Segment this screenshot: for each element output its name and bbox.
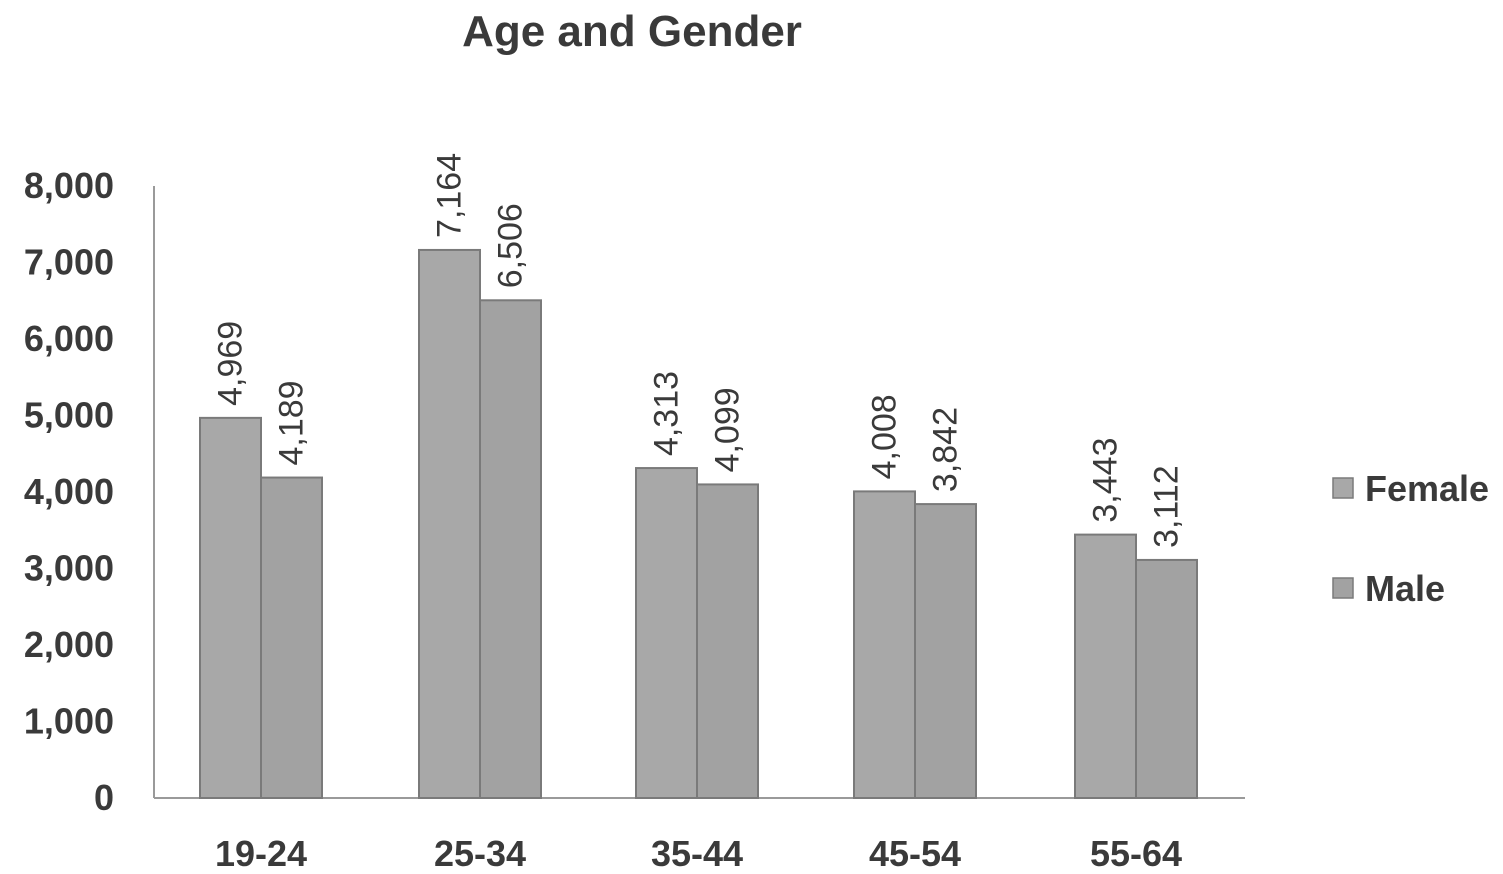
data-label-female-25-34: 7,164	[431, 153, 469, 238]
y-tick-label: 7,000	[24, 242, 114, 283]
x-tick-label: 55-64	[1090, 833, 1182, 874]
bar-male-25-34	[479, 299, 542, 799]
bar-female-55-64	[1074, 533, 1137, 799]
legend-label-male: Male	[1365, 568, 1445, 609]
y-tick-label: 1,000	[24, 701, 114, 742]
legend-swatch-male	[1332, 577, 1354, 599]
bar-female-45-54	[853, 490, 916, 799]
data-label-male-55-64: 3,112	[1148, 465, 1186, 548]
data-label-female-55-64: 3,443	[1087, 438, 1125, 523]
data-label-female-19-24: 4,969	[212, 321, 250, 406]
y-tick-label: 8,000	[24, 165, 114, 206]
y-axis: 0 1,000 2,000 3,000 4,000 5,000 6,000 7,000 8,00…	[24, 165, 155, 818]
y-tick-label: 3,000	[24, 548, 114, 589]
y-tick-label: 0	[94, 777, 114, 818]
bar-male-55-64	[1135, 558, 1198, 799]
x-tick-label: 45-54	[869, 833, 961, 874]
x-tick-label: 35-44	[651, 833, 743, 874]
data-labels: 4,969 7,164 4,313 4,008 3,443 4,189 6,506 4,099…	[212, 153, 1186, 548]
data-label-female-35-44: 4,313	[648, 371, 686, 456]
x-axis: 19-24 25-34 35-44 45-54 55-64	[154, 797, 1245, 874]
bar-female-19-24	[199, 416, 262, 799]
data-label-male-19-24: 4,189	[273, 380, 311, 465]
y-tick-label: 2,000	[24, 624, 114, 665]
bar-female-35-44	[635, 467, 698, 799]
chart-title: Age and Gender	[462, 7, 802, 56]
data-label-male-45-54: 3,842	[927, 407, 965, 492]
y-tick-label: 5,000	[24, 395, 114, 436]
bar-male-19-24	[260, 476, 323, 799]
y-tick-label: 6,000	[24, 318, 114, 359]
legend: Female Male	[1332, 468, 1489, 609]
bar-female-25-34	[418, 248, 481, 800]
bar-male-45-54	[914, 503, 977, 799]
bar-male-35-44	[696, 483, 759, 799]
x-tick-label: 19-24	[215, 833, 307, 874]
y-tick-label: 4,000	[24, 471, 114, 512]
data-label-female-45-54: 4,008	[866, 394, 904, 479]
x-tick-label: 25-34	[434, 833, 526, 874]
legend-label-female: Female	[1365, 468, 1489, 509]
data-label-male-35-44: 4,099	[709, 387, 747, 472]
legend-swatch-female	[1332, 477, 1354, 499]
data-label-male-25-34: 6,506	[492, 203, 530, 288]
bars	[199, 248, 1198, 800]
